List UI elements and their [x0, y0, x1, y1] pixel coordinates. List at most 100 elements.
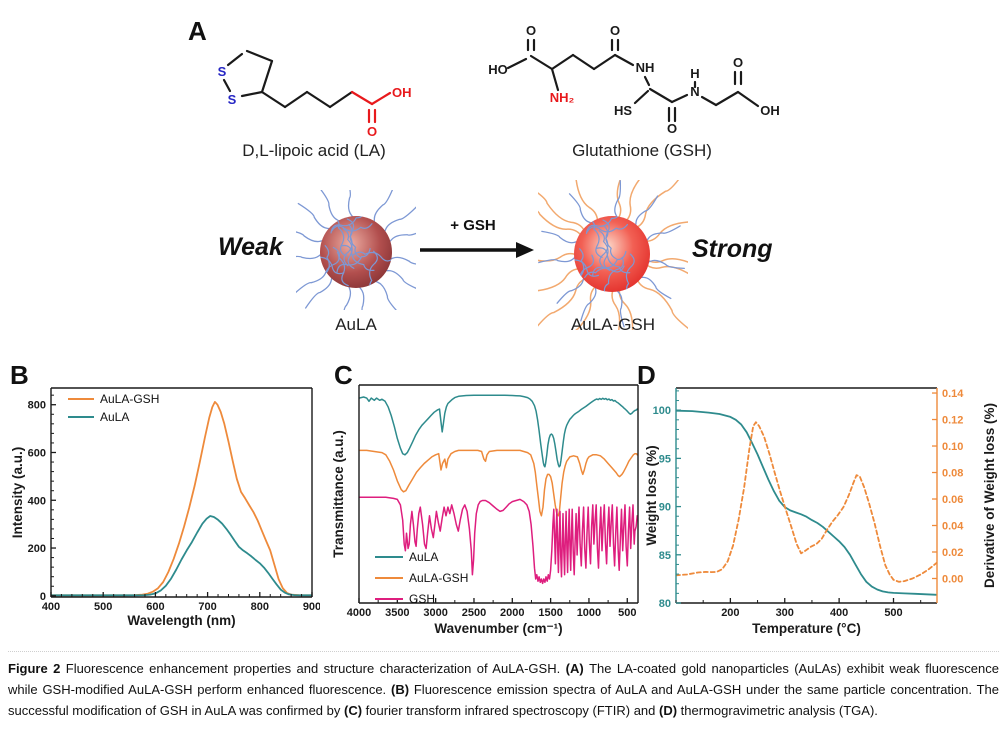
- legend-label: AuLA: [409, 550, 438, 564]
- svg-text:100: 100: [653, 405, 671, 417]
- caption-bold-segment: (B): [390, 681, 414, 697]
- svg-text:1500: 1500: [538, 607, 562, 619]
- caption-bold-segment: Figure 2: [8, 661, 66, 676]
- svg-text:800: 800: [251, 601, 269, 613]
- svg-text:600: 600: [146, 601, 164, 613]
- svg-text:0.08: 0.08: [942, 468, 963, 480]
- series-AuLA-GSH: [51, 401, 312, 597]
- caption-bold-segment: (D): [659, 702, 681, 718]
- series-AuLA: [51, 515, 312, 597]
- svg-text:2000: 2000: [500, 607, 524, 619]
- svg-text:400: 400: [28, 495, 46, 507]
- reaction-arrow: + GSH: [420, 217, 534, 258]
- series-Weight loss: [676, 409, 937, 596]
- svg-text:400: 400: [42, 601, 60, 613]
- o3-label: O: [667, 121, 677, 136]
- aula-particle-label: AuLA: [335, 315, 377, 334]
- svg-text:1000: 1000: [577, 607, 601, 619]
- svg-text:80: 80: [659, 598, 671, 610]
- nh2-label: NH₂: [550, 90, 575, 105]
- svg-text:3500: 3500: [385, 607, 409, 619]
- y-axis-label: Intensity (a.u.): [10, 447, 25, 539]
- gsh-surface-ligands: [574, 216, 635, 292]
- svg-text:2500: 2500: [462, 607, 486, 619]
- oh-label: OH: [760, 103, 780, 118]
- svg-text:0.02: 0.02: [942, 547, 963, 559]
- arrow-head-icon: [516, 242, 534, 258]
- carbonyl-o-label: O: [367, 124, 377, 139]
- aula-gsh-sphere: [574, 216, 650, 292]
- series-AuLA-GSH: [359, 449, 638, 517]
- aula-sphere: [320, 216, 392, 288]
- panel-d-label: D: [637, 360, 656, 390]
- series-GSH: [359, 496, 638, 585]
- svg-text:85: 85: [659, 550, 671, 562]
- fluorescence-spectra-chart: 400 500 600 700 800 900 0 200 400 600 800 Wavelengt…: [10, 387, 320, 628]
- legend-label: GSH: [409, 592, 435, 606]
- hydroxyl-label: OH: [392, 85, 412, 100]
- caption-segment: fourier transform infrared spectroscopy …: [365, 702, 659, 718]
- legend-label: AuLA-GSH: [100, 392, 159, 406]
- h-label: H: [690, 66, 699, 81]
- caption-segment: Fluorescence enhancement properties and …: [65, 661, 566, 676]
- svg-text:3000: 3000: [423, 607, 447, 619]
- o1-label: O: [526, 23, 536, 38]
- svg-text:90: 90: [659, 502, 671, 514]
- aula-gsh-nanoparticle: [538, 180, 688, 330]
- panel-a-label: A: [188, 16, 207, 46]
- svg-text:95: 95: [659, 453, 671, 465]
- panel-b-label: B: [10, 360, 29, 390]
- svg-text:0.12: 0.12: [942, 415, 963, 427]
- svg-text:700: 700: [198, 601, 216, 613]
- panel-c-label: C: [334, 360, 353, 390]
- svg-text:600: 600: [28, 447, 46, 459]
- y-axis-label: Weight loss (%): [645, 445, 659, 545]
- svg-text:400: 400: [830, 607, 848, 619]
- svg-text:500: 500: [884, 607, 902, 619]
- glutathione-structure: HO O NH₂ O NH HS O N H O OH: [488, 23, 780, 136]
- y-axis-label: Transmittance (a.u.): [331, 430, 346, 558]
- arrow-label: + GSH: [450, 217, 495, 234]
- svg-text:0.00: 0.00: [942, 573, 963, 585]
- svg-text:4000: 4000: [347, 607, 371, 619]
- svg-text:200: 200: [721, 607, 739, 619]
- tga-chart: 200 300 400 500 80 85 90 95 100 0.00 0.02 0.04 0.06 0…: [645, 387, 997, 636]
- o2-label: O: [610, 23, 620, 38]
- hs-label: HS: [614, 103, 632, 118]
- svg-text:300: 300: [776, 607, 794, 619]
- strong-label: Strong: [692, 235, 773, 263]
- svg-text:800: 800: [28, 400, 46, 412]
- sulfur-1-label: S: [218, 64, 227, 79]
- aula-nanoparticle: [296, 190, 416, 310]
- caption-segment: thermogravimetric analysis (TGA).: [680, 702, 878, 718]
- secondary-y-axis-label: Derivative of Weight loss (%): [982, 403, 997, 588]
- figure-caption: Figure 2 Fluorescence enhancement proper…: [8, 651, 999, 721]
- x-axis-label: Wavelength (nm): [127, 613, 235, 628]
- lipoic-acid-name: D,L-lipoic acid (LA): [242, 141, 386, 160]
- caption-segment: Fluorescence emission spectra of AuLA an…: [8, 681, 999, 718]
- series-AuLA: [359, 394, 638, 468]
- x-axis-label: Temperature (°C): [752, 621, 861, 636]
- ftir-spectra-chart: 4000 3500 3000 2500 2000 1500 1000 500 Wavenumbe…: [331, 384, 639, 636]
- o4-label: O: [733, 55, 743, 70]
- series-Derivative of Weight loss: [676, 421, 937, 583]
- svg-text:900: 900: [303, 601, 320, 613]
- nh-label: NH: [636, 60, 655, 75]
- x-axis-label: Wavenumber (cm⁻¹): [434, 621, 562, 636]
- n-label: N: [690, 84, 699, 99]
- legend-label: AuLA-GSH: [409, 571, 468, 585]
- glutathione-name: Glutathione (GSH): [572, 141, 712, 160]
- svg-text:0.04: 0.04: [942, 521, 964, 533]
- lipoic-acid-structure: S S O OH: [218, 49, 412, 139]
- caption-bold-segment: (A): [565, 661, 590, 676]
- svg-text:200: 200: [28, 543, 46, 555]
- svg-text:500: 500: [94, 601, 112, 613]
- svg-text:0.10: 0.10: [942, 441, 963, 453]
- caption-segment: The LA-coated gold nanoparticles (AuLAs)…: [8, 661, 999, 697]
- svg-text:0.06: 0.06: [942, 494, 963, 506]
- aula-gsh-particle-label: AuLA-GSH: [570, 315, 656, 334]
- caption-bold-segment: (C): [344, 702, 366, 718]
- gsh-orange-ligands: [538, 180, 688, 330]
- svg-text:0: 0: [40, 591, 46, 603]
